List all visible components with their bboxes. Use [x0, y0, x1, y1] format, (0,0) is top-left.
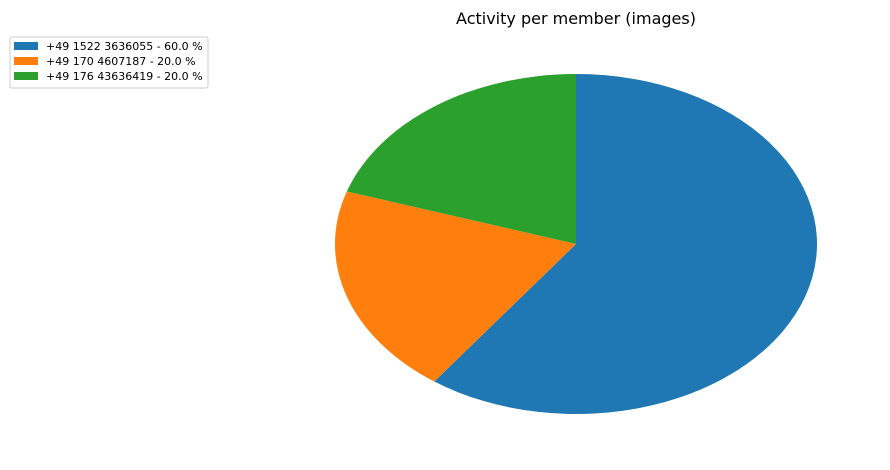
legend: +49 1522 3636055 - 60.0 % +49 170 4607187…	[9, 36, 209, 89]
chart-title: Activity per member (images)	[456, 9, 696, 28]
legend-frame	[9, 36, 209, 89]
pie-slice	[346, 74, 576, 244]
legend-entries: +49 1522 3636055 - 60.0 % +49 170 4607187…	[14, 40, 203, 83]
legend-swatch	[14, 57, 38, 65]
legend-label: +49 1522 3636055 - 60.0 %	[46, 40, 203, 53]
legend-label: +49 170 4607187 - 20.0 %	[46, 55, 196, 68]
legend-label: +49 176 43636419 - 20.0 %	[46, 70, 203, 83]
legend-swatch	[14, 72, 38, 80]
legend-swatch	[14, 42, 38, 50]
pie-slice	[335, 191, 576, 382]
pie-slices	[335, 74, 818, 415]
pie-slice	[434, 74, 818, 415]
